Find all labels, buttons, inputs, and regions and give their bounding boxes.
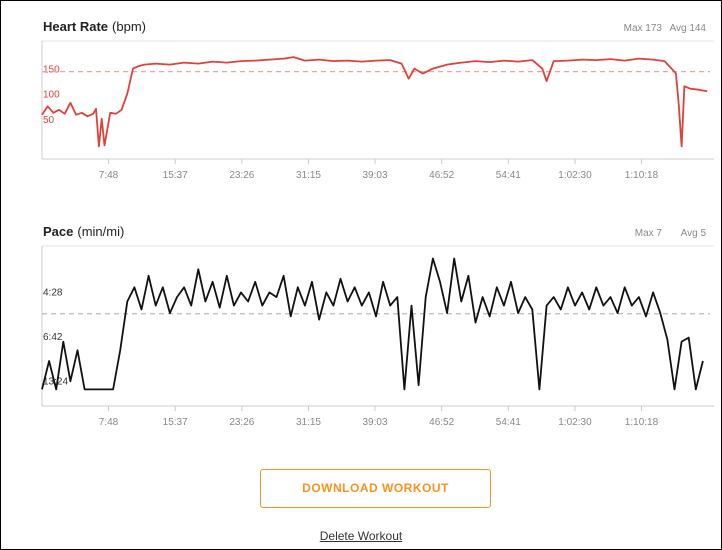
chart-title-text: Pace <box>43 224 73 239</box>
x-tick-label: 1:02:30 <box>558 417 592 428</box>
x-tick-label: 39:03 <box>362 417 387 428</box>
x-tick-label: 23:26 <box>229 170 254 181</box>
x-tick-label: 7:48 <box>99 170 119 181</box>
chart-title-text: Heart Rate <box>43 19 108 34</box>
chart-title: Pace (min/mi) <box>43 224 124 239</box>
avg-label: Avg 144 <box>669 23 706 34</box>
max-label: Max 173 <box>624 23 663 34</box>
x-tick-label: 54:41 <box>496 170 521 181</box>
x-tick-label: 7:48 <box>99 417 119 428</box>
x-tick-label: 39:03 <box>362 170 387 181</box>
download-button[interactable]: DOWNLOAD WORKOUT <box>260 469 491 508</box>
chart-unit: (bpm) <box>112 19 146 34</box>
y-tick-label: 13:24 <box>43 376 68 387</box>
charts: Heart Rate (bpm) Avg 144 Max 173 50 100 150 7:4… <box>41 19 714 428</box>
x-tick-label: 1:02:30 <box>558 170 592 181</box>
chart-unit: (min/mi) <box>77 224 124 239</box>
x-tick-label: 54:41 <box>496 417 521 428</box>
y-tick-label: 4:28 <box>43 287 63 298</box>
y-tick-label: 50 <box>43 115 55 126</box>
max-label: Max 7 <box>635 228 663 239</box>
x-tick-label: 31:15 <box>296 417 321 428</box>
avg-label: Avg 5 <box>681 228 707 239</box>
x-tick-label: 15:37 <box>163 417 188 428</box>
x-tick-label: 46:52 <box>429 417 454 428</box>
x-tick-label: 46:52 <box>429 170 454 181</box>
x-tick-label: 15:37 <box>163 170 188 181</box>
x-tick-label: 23:26 <box>229 417 254 428</box>
x-tick-label: 31:15 <box>296 170 321 181</box>
x-tick-label: 1:10:18 <box>625 170 659 181</box>
data-line <box>41 257 704 391</box>
y-tick-label: 150 <box>43 65 60 76</box>
y-tick-label: 100 <box>43 90 60 101</box>
data-line <box>41 56 708 148</box>
chart-title: Heart Rate (bpm) <box>43 19 146 34</box>
x-tick-label: 1:10:18 <box>625 417 659 428</box>
y-tick-label: 6:42 <box>43 332 63 343</box>
delete-link[interactable]: Delete Workout <box>319 529 403 543</box>
